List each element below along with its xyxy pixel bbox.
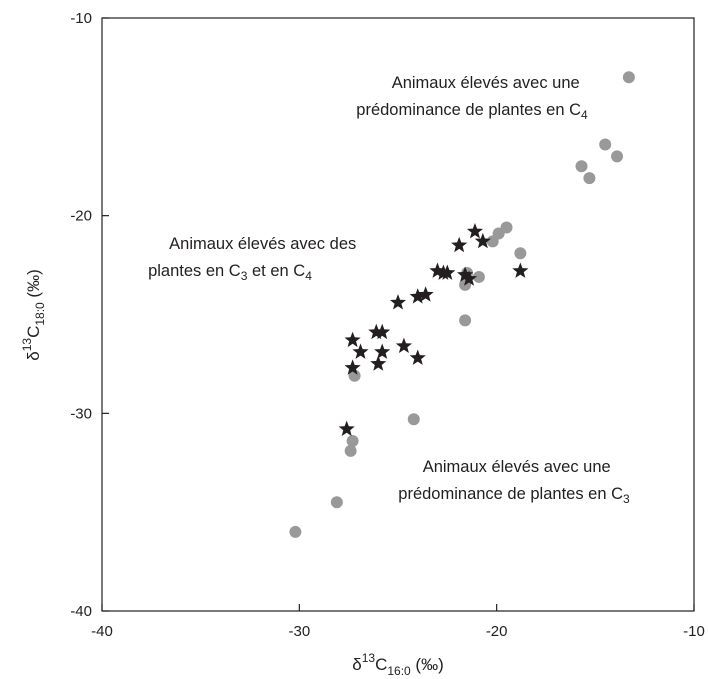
annotation-c4: Animaux élevés avec une prédominance de … xyxy=(356,74,588,122)
plot-frame xyxy=(101,17,695,612)
annotation-c3-c4: Animaux élevés avec des plantes en C3 et… xyxy=(148,235,361,283)
annotation-c3-c4-line2a: plantes en C xyxy=(148,262,241,280)
y-tick-label: -30 xyxy=(70,405,92,422)
data-point-circle xyxy=(330,496,343,509)
data-point-star xyxy=(451,236,468,253)
data-point-star xyxy=(429,262,446,278)
data-point-star xyxy=(344,359,361,375)
data-point-star xyxy=(338,420,355,437)
annotation-c3-line2: prédominance de plantes en C xyxy=(398,485,623,503)
annotation-c3-c4-line1: Animaux élevés avec des xyxy=(169,235,356,253)
data-point-star xyxy=(395,337,412,353)
y-axis-label: δ13C18:0 (‰) xyxy=(20,269,47,361)
data-point-star xyxy=(409,288,426,304)
data-point-circle xyxy=(407,413,420,426)
annotation-c3-sub: 3 xyxy=(623,492,630,506)
data-point-star xyxy=(460,270,478,286)
y-tick-label: -20 xyxy=(70,208,92,225)
data-point-circle xyxy=(599,138,612,151)
data-point-circle xyxy=(472,270,485,283)
axis-ticks xyxy=(101,17,695,612)
data-point-star xyxy=(389,294,407,310)
data-point-circle xyxy=(348,369,361,382)
x-axis-label: δ13C16:0 (‰) xyxy=(352,651,444,678)
data-point-star xyxy=(370,355,387,371)
data-point-circle xyxy=(459,314,472,327)
data-point-star xyxy=(474,232,491,249)
annotation-c3: Animaux élevés avec une prédominance de … xyxy=(398,458,630,506)
data-point-star xyxy=(344,331,361,348)
data-point-circle xyxy=(500,221,513,234)
data-point-star xyxy=(374,323,391,340)
axis-tick-labels: -40 -30 -20 -10 -40 -30 -20 -10 xyxy=(70,10,705,640)
x-tick-label: -30 xyxy=(288,623,310,640)
data-point-circle xyxy=(575,160,588,173)
data-point-star xyxy=(374,343,391,359)
data-point-star xyxy=(409,349,426,365)
y-tick-label: -40 xyxy=(70,603,92,620)
data-point-star xyxy=(466,222,484,239)
y-tick-label: -10 xyxy=(70,10,92,27)
annotation-c3-c4-line2b: et en C xyxy=(247,262,305,280)
data-point-circle xyxy=(583,172,596,185)
data-point-star xyxy=(368,323,385,340)
data-point-circle xyxy=(344,444,357,457)
x-tick-label: -40 xyxy=(91,623,113,640)
annotation-c4-line1: Animaux élevés avec une xyxy=(392,74,580,92)
data-point-circle xyxy=(346,435,359,448)
data-points xyxy=(289,71,635,538)
data-point-circle xyxy=(514,247,527,260)
annotation-c3-c4-sub1: 3 xyxy=(241,269,248,283)
annotation-c3-line1: Animaux élevés avec une xyxy=(423,458,611,476)
data-point-circle xyxy=(622,71,635,84)
annotation-c3-c4-sub2: 4 xyxy=(305,269,312,283)
data-point-star xyxy=(512,262,529,278)
annotation-c4-sub: 4 xyxy=(581,108,588,122)
data-point-star xyxy=(417,286,434,302)
x-tick-label: -10 xyxy=(683,623,705,640)
data-point-circle xyxy=(611,150,624,163)
data-point-star xyxy=(352,343,369,359)
x-tick-label: -20 xyxy=(486,623,508,640)
data-point-star xyxy=(457,266,474,282)
data-point-circle xyxy=(289,525,302,538)
annotation-c4-line2: prédominance de plantes en C xyxy=(356,101,581,119)
data-point-star xyxy=(439,264,456,280)
